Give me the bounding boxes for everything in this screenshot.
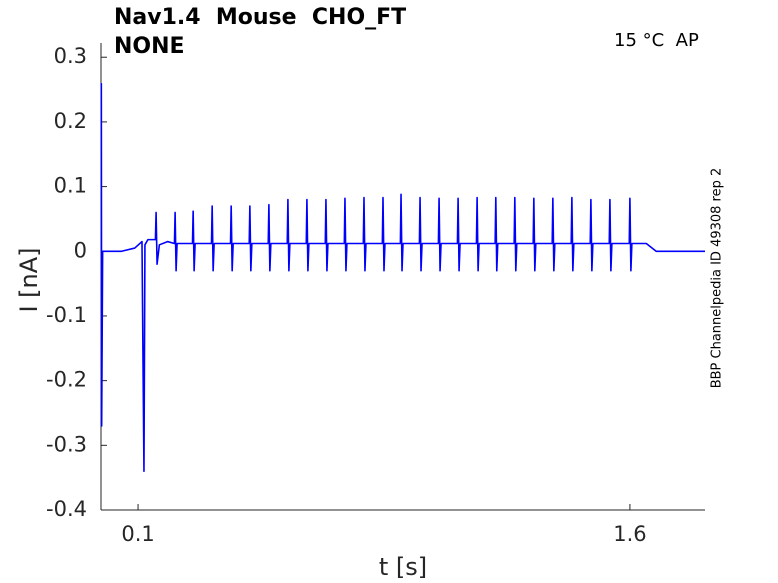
x-axis-label: t [s] [379, 553, 427, 581]
y-tick-label: -0.2 [46, 368, 87, 392]
trace-line [100, 83, 705, 472]
side-note: BBP Channelpedia ID 49308 rep 2 [710, 168, 725, 389]
y-tick-label: -0.4 [46, 497, 87, 521]
y-axis-label: I [nA] [15, 247, 43, 312]
chart-title: Nav1.4 Mouse CHO_FT [114, 5, 406, 30]
y-tick-label: 0.1 [54, 174, 87, 198]
chart-subtitle: NONE [114, 34, 185, 59]
x-tick-label: 1.6 [613, 522, 646, 546]
y-tick-label: 0 [74, 238, 87, 262]
x-tick-label: 0.1 [121, 522, 154, 546]
y-tick-label: 0.3 [54, 44, 87, 68]
annotation: 15 °C AP [614, 30, 699, 51]
y-tick-label: -0.1 [46, 303, 87, 327]
y-tick-label: -0.3 [46, 432, 87, 456]
y-tick-label: 0.2 [54, 109, 87, 133]
